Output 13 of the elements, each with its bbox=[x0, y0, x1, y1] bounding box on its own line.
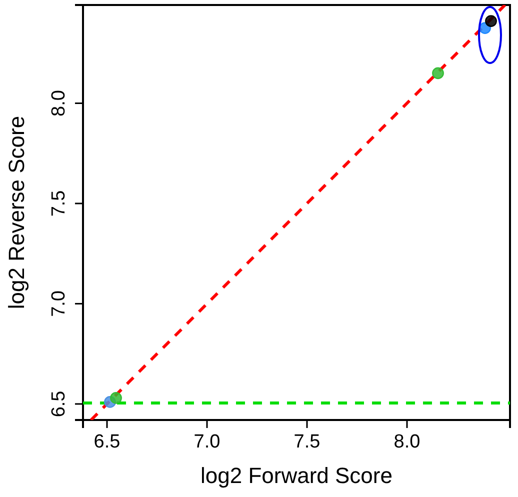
point bbox=[485, 15, 497, 27]
y-tick-label: 7.0 bbox=[48, 290, 70, 317]
y-tick-label: 7.5 bbox=[48, 190, 70, 217]
y-tick-label: 8.0 bbox=[48, 90, 70, 116]
y-axis-title: log2 Reverse Score bbox=[4, 116, 29, 310]
y-tick-label: 6.5 bbox=[48, 390, 70, 418]
point bbox=[110, 392, 122, 404]
x-tick-label: 6.5 bbox=[94, 431, 120, 452]
point bbox=[432, 67, 444, 80]
x-tick-label: 7.0 bbox=[194, 431, 220, 452]
x-tick-label: 7.5 bbox=[294, 431, 320, 452]
x-axis-title: log2 Forward Score bbox=[200, 463, 392, 488]
x-tick-label: 8.0 bbox=[394, 431, 420, 452]
